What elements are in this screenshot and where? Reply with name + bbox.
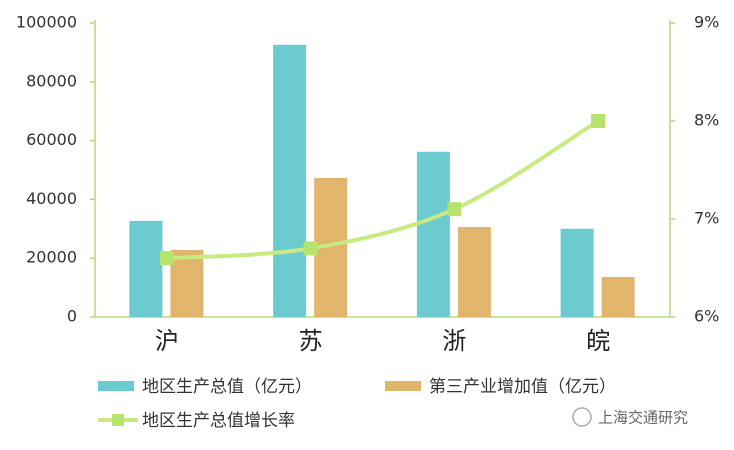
legend-swatch bbox=[112, 414, 124, 426]
line-marker bbox=[591, 114, 606, 128]
y-tick-label: 60000 bbox=[26, 130, 77, 149]
watermark: 上海交通研究 bbox=[572, 407, 688, 427]
watermark-text: 上海交通研究 bbox=[598, 409, 688, 427]
bar bbox=[601, 277, 635, 317]
legend-label: 地区生产总值增长率 bbox=[142, 411, 295, 431]
bar bbox=[273, 44, 307, 317]
y-tick-label: 80000 bbox=[26, 71, 77, 90]
y-tick-label: 100000 bbox=[16, 13, 77, 32]
y-tick-label: 0 bbox=[67, 307, 77, 326]
y2-tick-label: 9% bbox=[694, 13, 719, 32]
bar bbox=[416, 151, 450, 317]
bar bbox=[170, 249, 204, 317]
y2-tick-label: 8% bbox=[694, 111, 719, 130]
x-tick-label: 浙 bbox=[442, 327, 466, 355]
x-tick-label: 沪 bbox=[155, 327, 179, 355]
legend-label: 第三产业增加值（亿元） bbox=[429, 377, 616, 397]
legend-swatch bbox=[385, 381, 421, 391]
y2-tick-label: 6% bbox=[694, 307, 719, 326]
y-tick-label: 20000 bbox=[26, 248, 77, 267]
legend-swatch bbox=[98, 381, 134, 391]
bar bbox=[457, 227, 491, 317]
bar bbox=[560, 228, 594, 317]
line-marker bbox=[159, 251, 174, 266]
line bbox=[166, 119, 600, 261]
y2-tick-label: 7% bbox=[694, 209, 719, 228]
line-marker bbox=[447, 202, 462, 217]
line-marker bbox=[303, 241, 318, 256]
watermark-icon bbox=[572, 407, 592, 427]
legend-label: 地区生产总值（亿元） bbox=[142, 377, 312, 397]
x-tick-label: 苏 bbox=[299, 327, 323, 355]
bar bbox=[129, 220, 163, 317]
x-tick-label: 皖 bbox=[586, 327, 610, 355]
y-tick-label: 40000 bbox=[26, 189, 77, 208]
